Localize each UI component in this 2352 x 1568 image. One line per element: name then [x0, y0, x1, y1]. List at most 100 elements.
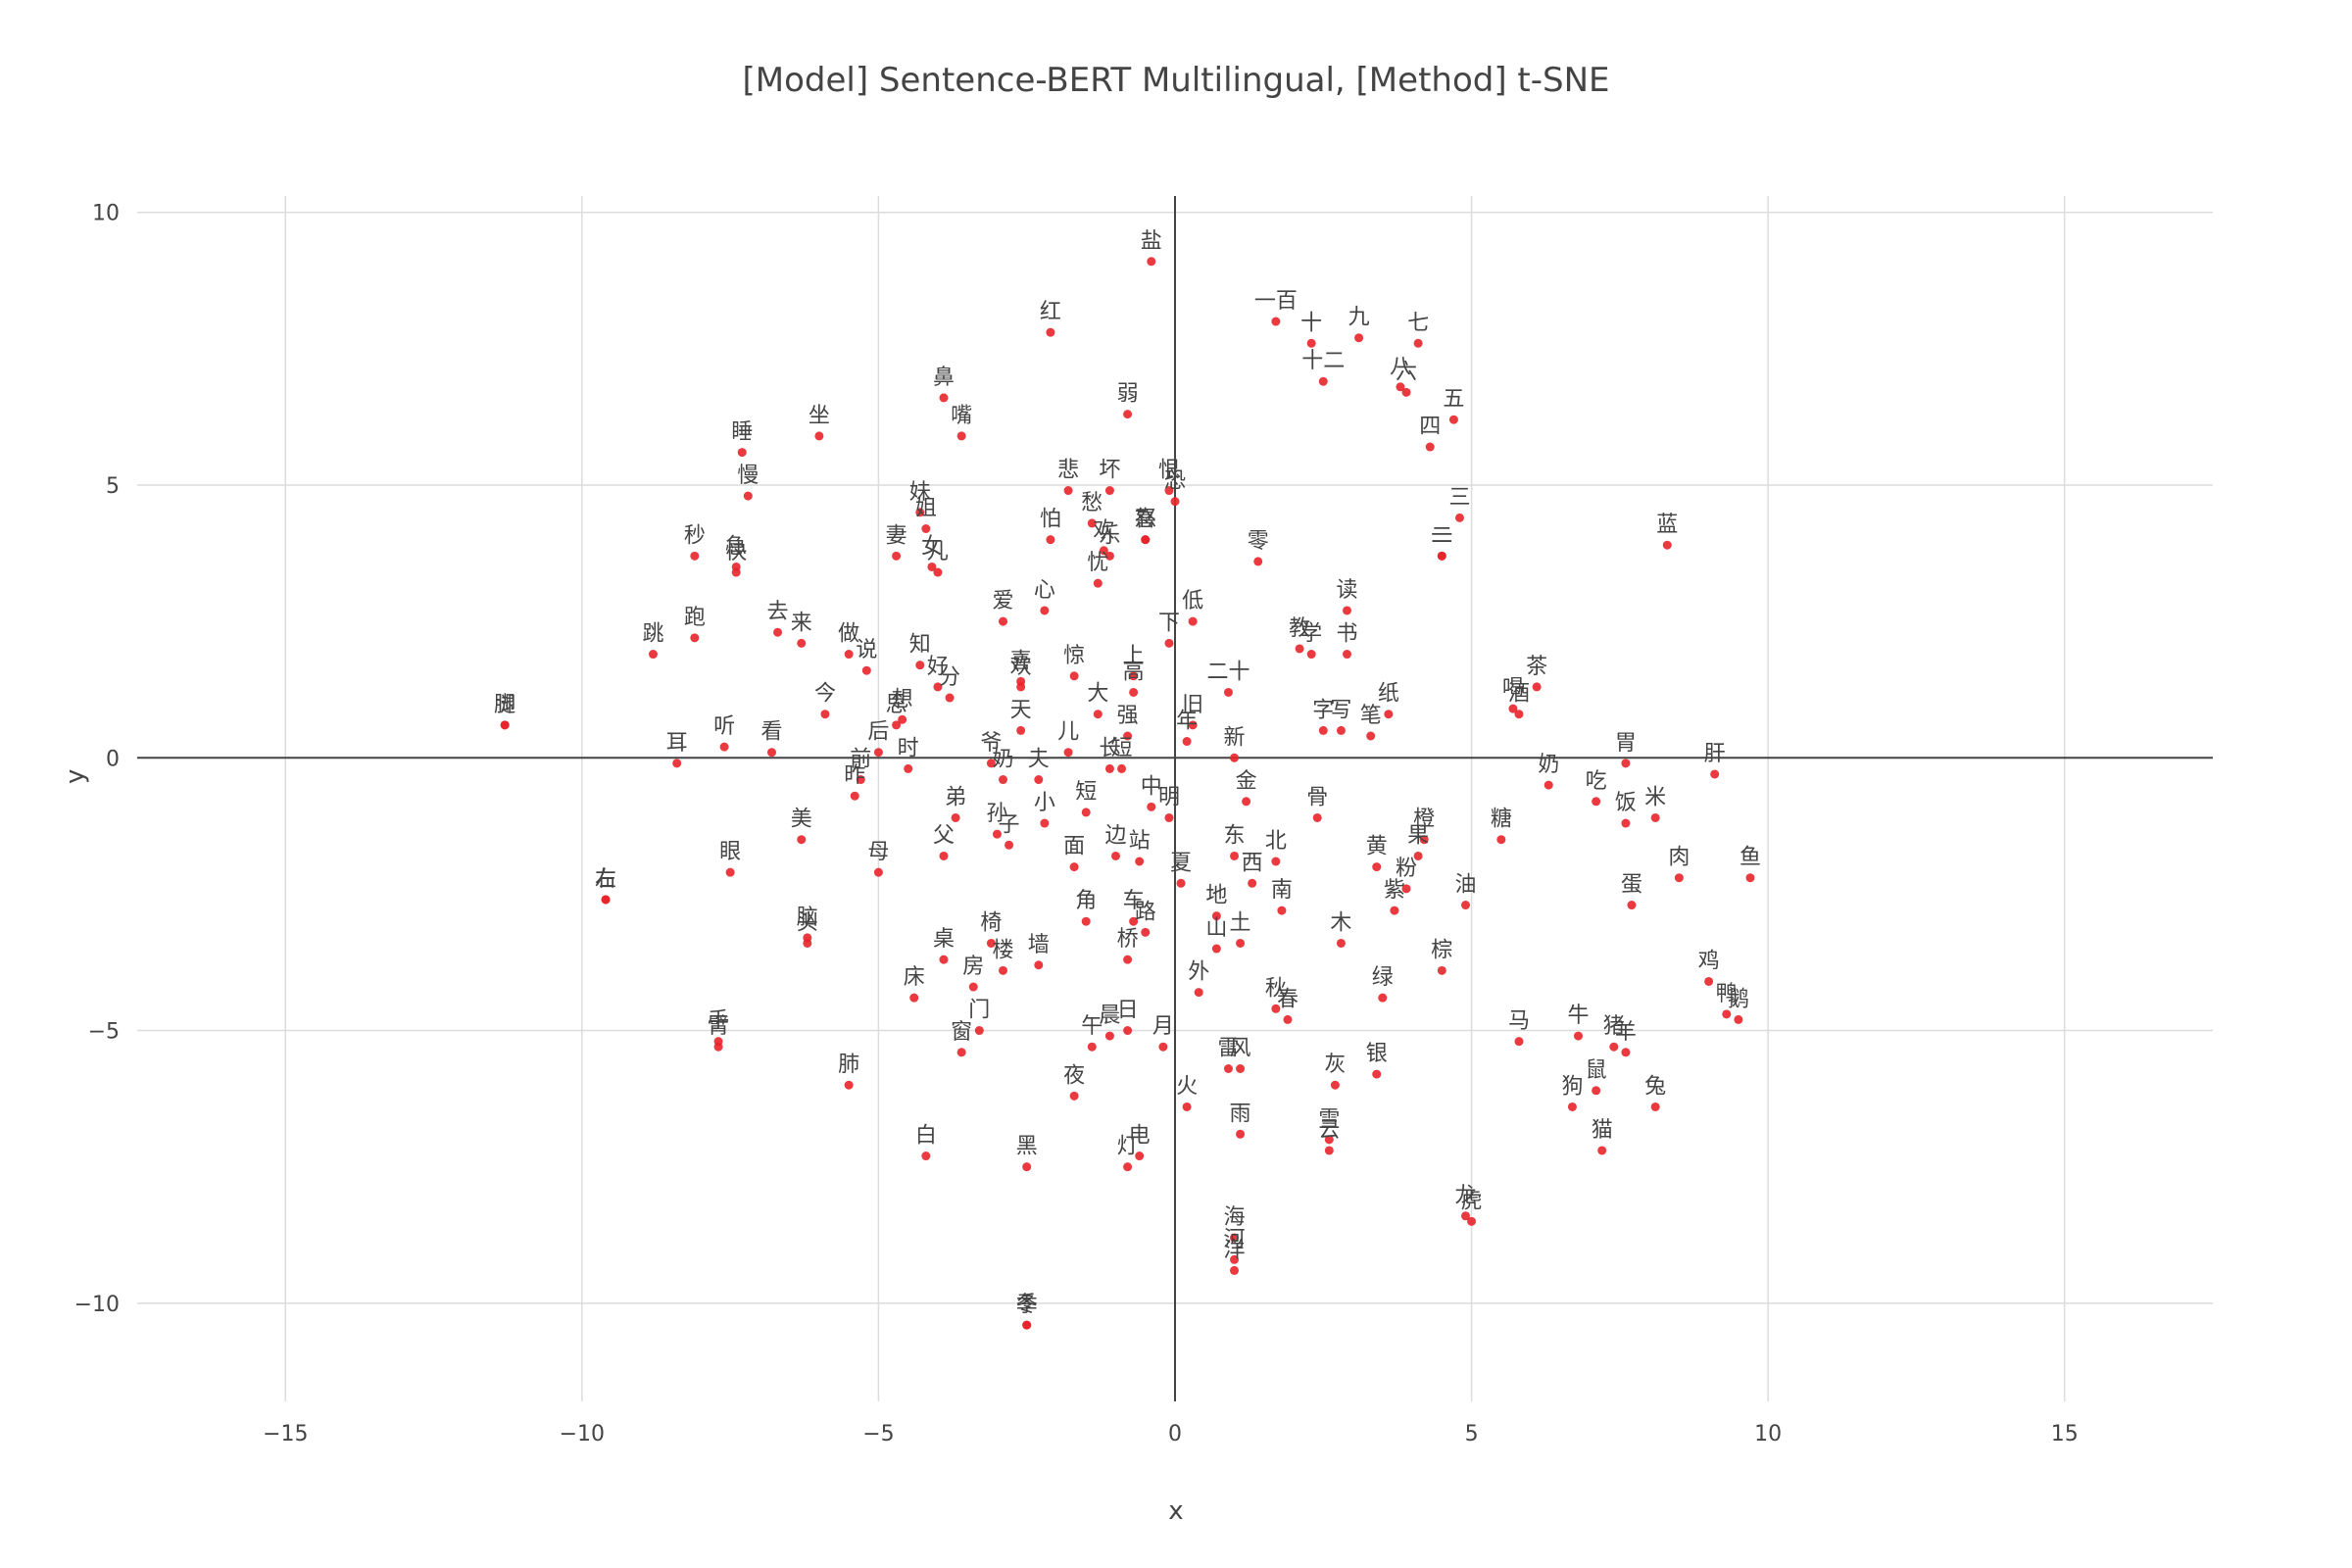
point-label: 儿: [927, 540, 949, 564]
x-tick-label: 15: [2051, 1422, 2079, 1446]
point-label: 海: [1224, 1205, 1246, 1230]
point-label: 二十: [1206, 660, 1250, 684]
scatter-point: [1621, 1048, 1631, 1057]
point-label: 胃: [1615, 731, 1637, 756]
point-label: 蛋: [1621, 873, 1642, 898]
scatter-point: [1253, 557, 1263, 566]
chart-title: [Model] Sentence-BERT Multilingual, [Met…: [742, 61, 1610, 100]
y-tick-label: 10: [92, 202, 120, 226]
scatter-point: [797, 638, 807, 648]
scatter-point: [915, 661, 925, 670]
point-label: 看: [760, 720, 782, 745]
point-label: 站: [1129, 829, 1151, 854]
point-label: 奶: [1538, 753, 1559, 777]
scatter-point: [921, 524, 931, 534]
scatter-point: [933, 682, 943, 692]
point-label: 大: [1087, 682, 1108, 707]
scatter-point: [1230, 1265, 1240, 1275]
point-label: 日: [1117, 999, 1139, 1023]
scatter-point: [1508, 704, 1518, 713]
point-label: 狗: [1561, 1074, 1583, 1099]
scatter-point: [1621, 818, 1631, 828]
point-label: 八: [1390, 355, 1411, 379]
point-label: 天: [1010, 698, 1032, 722]
point-label: 外: [1188, 960, 1209, 985]
scatter-point: [1401, 387, 1411, 397]
scatter-point: [713, 1042, 723, 1052]
point-label: 一百: [1254, 289, 1298, 314]
point-label: 头: [797, 910, 818, 935]
scatter-point: [1230, 1233, 1240, 1243]
point-label: 鼠: [1586, 1058, 1607, 1083]
scatter-point: [1104, 763, 1114, 773]
scatter-point: [1063, 748, 1073, 758]
point-label: 油: [1455, 873, 1477, 898]
scatter-point: [1318, 376, 1328, 386]
scatter-point: [861, 665, 871, 675]
scatter-point: [1496, 835, 1506, 845]
point-label: 年: [1176, 710, 1198, 734]
scatter-point: [1437, 551, 1446, 561]
scatter-point: [690, 633, 700, 643]
point-label: 黄: [1366, 835, 1388, 859]
point-label: 强: [1117, 704, 1139, 728]
scatter-point: [1419, 835, 1429, 845]
point-label: 角: [1075, 889, 1097, 913]
scatter-point: [1312, 812, 1322, 822]
scatter-point: [719, 742, 729, 752]
scatter-point: [1194, 988, 1203, 998]
scatter-point: [1454, 513, 1464, 522]
scatter-point: [1135, 1152, 1145, 1161]
point-label: 绿: [1372, 965, 1394, 990]
scatter-point: [968, 982, 978, 992]
point-label: 坐: [808, 404, 830, 428]
y-tick-label: 0: [106, 747, 120, 771]
point-label: 十: [1300, 311, 1322, 335]
scatter-point: [1366, 731, 1376, 741]
scatter-point: [648, 650, 658, 660]
point-label: 土: [1230, 910, 1251, 935]
scatter-point: [1467, 1216, 1477, 1226]
scatter-point: [850, 791, 859, 801]
scatter-point: [1609, 1042, 1619, 1052]
scatter-point: [1141, 927, 1151, 937]
point-label: 惊: [1063, 644, 1085, 668]
x-tick-label: −10: [560, 1422, 605, 1446]
scatter-point: [974, 1026, 984, 1036]
point-label: 雪: [1318, 1107, 1340, 1132]
point-label: 妹: [909, 480, 931, 505]
point-label: 短: [1111, 736, 1133, 760]
point-label: 恐: [1164, 469, 1186, 494]
scatter-point: [956, 1048, 966, 1057]
point-label: 鸭: [1716, 982, 1738, 1006]
point-label: 羊: [1615, 1020, 1637, 1045]
scatter-point: [1110, 851, 1120, 860]
point-label: 六: [1396, 360, 1417, 384]
scatter-point: [767, 748, 777, 758]
scatter-point: [1413, 851, 1423, 860]
point-label: 面: [1063, 835, 1085, 859]
point-label: 楼: [993, 938, 1014, 962]
scatter-point: [1324, 1146, 1334, 1155]
scatter-point: [1016, 725, 1026, 735]
point-label: 零: [1248, 529, 1269, 554]
scatter-point: [1413, 338, 1423, 348]
scatter-point: [1211, 911, 1221, 921]
point-label: 三: [1448, 485, 1470, 510]
point-label: 北: [1265, 829, 1287, 854]
scatter-point: [1176, 878, 1186, 888]
scatter-point: [1230, 851, 1240, 860]
point-label: 今: [814, 682, 836, 707]
scatter-point: [945, 693, 955, 703]
point-label: 坏: [1099, 459, 1120, 483]
scatter-point: [856, 775, 865, 785]
point-label: 低: [1182, 589, 1203, 613]
scatter-point: [737, 448, 747, 458]
point-label: 房: [962, 955, 984, 979]
point-label: 红: [1040, 300, 1061, 324]
point-label: 椅: [980, 910, 1002, 935]
point-label: 灯: [1117, 1135, 1139, 1159]
point-label: 一: [1431, 523, 1452, 548]
